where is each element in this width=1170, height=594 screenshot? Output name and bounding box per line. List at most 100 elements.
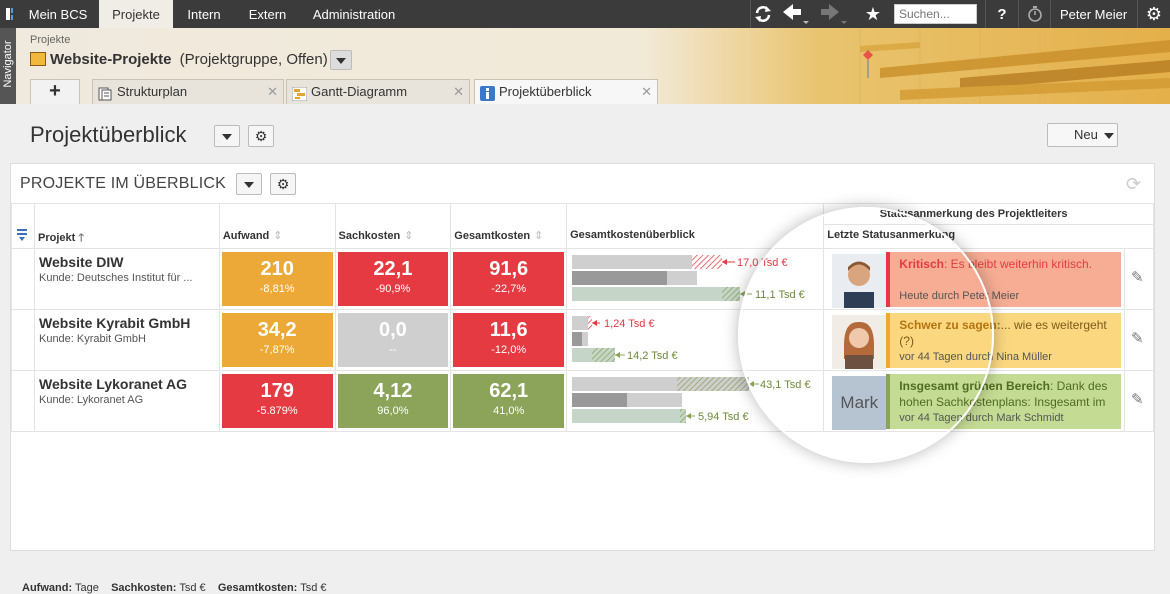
lower-value-label: 5,94 Tsd € (698, 411, 749, 423)
status-label: Kritisch (899, 256, 944, 271)
kpi-percent: -90,9% (375, 282, 411, 295)
tab-intern[interactable]: Intern (187, 7, 221, 22)
star-favorites-icon[interactable]: ★ (864, 3, 882, 24)
panel-settings-button[interactable]: ⚙ (270, 173, 296, 195)
gesamtkosten-cell: 11,6 -12,0% (450, 308, 568, 371)
project-cell[interactable]: Website DIW Kunde: Deutsches Institut fü… (33, 247, 220, 310)
page-title: Website-Projekte (Projektgruppe, Offen) (30, 51, 328, 68)
top-navigation-bar: Mein BCS Projekte Intern Extern Administ… (0, 0, 1170, 28)
forecast-bar (572, 286, 723, 301)
overrun-bar (692, 254, 723, 269)
panel-refresh-icon[interactable]: ⟳ (1126, 174, 1142, 194)
tab-projekte[interactable]: Projekte (99, 0, 173, 28)
kpi-aufwand: 179 -5.879% (221, 373, 333, 428)
kpi-percent: -5.879% (256, 404, 298, 417)
upper-value-label: 43,1 Tsd € (760, 379, 811, 391)
kpi-sachkosten: 0,0 -- (337, 312, 449, 367)
forward-arrow-icon[interactable] (816, 0, 852, 28)
status-label: Schwer zu sagen: (899, 317, 1001, 332)
pencil-edit-icon[interactable]: ✎ (1130, 268, 1144, 286)
kpi-percent: -- (389, 343, 397, 356)
kpi-value: 4,12 (373, 379, 413, 402)
column-header-projekt[interactable]: Projekt 🡑 (33, 224, 220, 249)
edit-cell[interactable]: ✎ (1123, 308, 1155, 371)
close-icon[interactable]: ✕ (641, 84, 652, 99)
status-cell[interactable]: Mark Insgesamt grünen Bereich: Dank des … (823, 369, 1125, 432)
actual-bar (572, 331, 583, 346)
pencil-edit-icon[interactable]: ✎ (1130, 329, 1144, 347)
tab-mein-bcs[interactable]: Mein BCS (28, 7, 88, 22)
column-header-aufwand[interactable]: Aufwand (218, 224, 336, 249)
column-header-letzte-statusanmerkung[interactable]: Letzte Statusanmerkung (823, 224, 1154, 249)
project-name[interactable]: Website DIW (38, 253, 124, 270)
underrun-bar (677, 376, 750, 391)
tab-extern[interactable]: Extern (248, 7, 287, 22)
overview-cell: 1,24 Tsd € 14,2 Tsd € (566, 308, 825, 371)
tab-projektueberblick[interactable]: Projektüberblick ✕ (474, 79, 658, 104)
status-note[interactable]: Kritisch: Es bleibt weiterhin kritisch. … (886, 251, 1122, 307)
add-tab-button[interactable]: + (30, 79, 80, 104)
column-header-gesamtkostenueberblick[interactable]: Gesamtkostenüberblick (566, 224, 825, 249)
pencil-edit-icon[interactable]: ✎ (1130, 390, 1144, 408)
table-row[interactable]: Website DIW Kunde: Deutsches Institut fü… (11, 247, 1155, 310)
close-icon[interactable]: ✕ (453, 84, 464, 99)
lower-value-label: 11,1 Tsd € (755, 289, 805, 301)
gear-icon[interactable]: ⚙ (1145, 3, 1163, 24)
status-note[interactable]: Schwer zu sagen:... wie es weitergeht (?… (886, 312, 1122, 368)
edit-cell[interactable]: ✎ (1123, 369, 1155, 432)
tab-strukturplan[interactable]: Strukturplan ✕ (92, 79, 284, 104)
kpi-value: 91,6 (489, 257, 529, 280)
cost-overview-chart: 1,24 Tsd € 14,2 Tsd € (572, 315, 678, 362)
avatar-peter-meier (832, 253, 887, 308)
navigator-toggle[interactable]: Navigator (0, 28, 16, 104)
help-button[interactable]: ? (997, 5, 1007, 23)
kpi-value: 34,2 (257, 318, 297, 341)
bcs-logo-icon[interactable] (0, 0, 20, 28)
user-name[interactable]: Peter Meier (1060, 7, 1128, 22)
project-cell[interactable]: Website Kyrabit GmbH Kunde: Kyrabit GmbH (33, 308, 220, 371)
kpi-value: 210 (260, 257, 294, 280)
column-chooser-icon[interactable] (11, 224, 35, 249)
project-cell[interactable]: Website Lykoranet AG Kunde: Lykoranet AG (33, 369, 220, 432)
sachkosten-cell: 0,0 -- (334, 308, 452, 371)
back-arrow-icon[interactable] (778, 0, 814, 28)
separator (1018, 0, 1019, 28)
column-header-sachkosten[interactable]: Sachkosten (334, 224, 452, 249)
close-icon[interactable]: ✕ (267, 84, 278, 99)
header-spacer (218, 203, 336, 225)
tab-gantt-diagramm[interactable]: Gantt-Diagramm ✕ (286, 79, 470, 104)
navigator-label: Navigator (2, 40, 14, 88)
title-dropdown-button[interactable] (330, 50, 352, 70)
arrow-icon (592, 319, 598, 326)
page-settings-button[interactable]: ⚙ (248, 125, 274, 147)
kpi-value: 62,1 (489, 379, 529, 402)
page-dropdown-button[interactable] (214, 125, 240, 147)
column-header-gesamtkosten[interactable]: Gesamtkosten (450, 224, 568, 249)
forecast-hatch (722, 286, 741, 301)
status-meta: vor 44 Tagen durch Mark Schmidt (899, 411, 1064, 424)
header-spacer (33, 203, 220, 225)
arrow-icon (686, 412, 692, 419)
edit-cell[interactable]: ✎ (1123, 247, 1155, 310)
kpi-value: 11,6 (489, 318, 528, 341)
cost-overview-chart: 17,0 Tsd € 11,1 Tsd € (572, 254, 805, 301)
projects-table: Statusanmerkung des Projektleiters Proje… (11, 203, 1155, 432)
status-cell[interactable]: Schwer zu sagen:... wie es weitergeht (?… (823, 308, 1125, 371)
remaining-bar (627, 392, 683, 407)
table-row[interactable]: Website Kyrabit GmbH Kunde: Kyrabit GmbH… (11, 308, 1155, 371)
stopwatch-icon[interactable] (1020, 0, 1050, 28)
new-button[interactable]: Neu (1047, 123, 1118, 147)
status-cell[interactable]: Kritisch: Es bleibt weiterhin kritisch. … (823, 247, 1125, 310)
panel-dropdown-button[interactable] (236, 173, 262, 195)
breadcrumb[interactable]: Projekte (30, 34, 71, 46)
table-row[interactable]: Website Lykoranet AG Kunde: Lykoranet AG… (11, 369, 1155, 432)
search-input[interactable] (894, 4, 977, 24)
kpi-percent: -7,87% (259, 343, 295, 356)
project-name[interactable]: Website Kyrabit GmbH (38, 314, 191, 331)
tab-administration[interactable]: Administration (312, 7, 396, 22)
kpi-value: 22,1 (373, 257, 413, 280)
aufwand-cell: 210 -8,81% (218, 247, 336, 310)
project-name[interactable]: Website Lykoranet AG (38, 375, 188, 392)
refresh-icon[interactable] (748, 0, 778, 28)
status-note[interactable]: Insgesamt grünen Bereich: Dank des hohen… (886, 373, 1122, 429)
